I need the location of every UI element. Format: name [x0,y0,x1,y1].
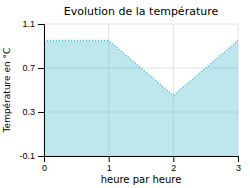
area [44,41,238,157]
tick-label: 0.3 [22,107,35,117]
tick-mark [38,112,44,113]
x-axis: 0 1 2 3 [42,156,241,173]
tick-mark [38,156,44,157]
tick-label: 3 [236,163,241,173]
tick: 0 [42,156,47,173]
tick: 2 [171,156,176,173]
axis-line [45,157,239,163]
grid-line [44,24,238,25]
chart: 0 1 2 3 -0.1 0.3 0.7 1.1 Evolution de la tempéra… [0,0,250,188]
tick-mark [38,68,44,69]
y-axis: -0.1 0.3 0.7 1.1 [19,19,44,161]
tick-label: 1.1 [22,19,35,29]
tick-label: -0.1 [19,151,35,161]
grid [44,24,238,156]
tick-mark [173,156,174,162]
plot: 0 1 2 3 -0.1 0.3 0.7 1.1 [19,19,241,173]
axis-line [38,25,45,157]
tick: 3 [236,156,241,173]
tick: 0.7 [22,63,44,73]
tick-label: 0.7 [22,63,35,73]
x-axis-title: heure par heure [101,174,182,185]
tick-label: 1 [107,163,112,173]
tick: 1.1 [22,19,44,29]
tick-mark [238,156,239,162]
tick: 0.3 [22,107,44,117]
y-axis-title: Température en °C [2,48,12,134]
tick-mark [109,156,110,162]
tick: -0.1 [19,151,44,161]
tick: 1 [107,156,112,173]
marks [44,41,238,157]
tick-label: 0 [42,163,47,173]
tick-label: 2 [171,163,176,173]
title: Evolution de la température [64,5,219,18]
tick-mark [38,24,44,25]
line [44,41,238,96]
